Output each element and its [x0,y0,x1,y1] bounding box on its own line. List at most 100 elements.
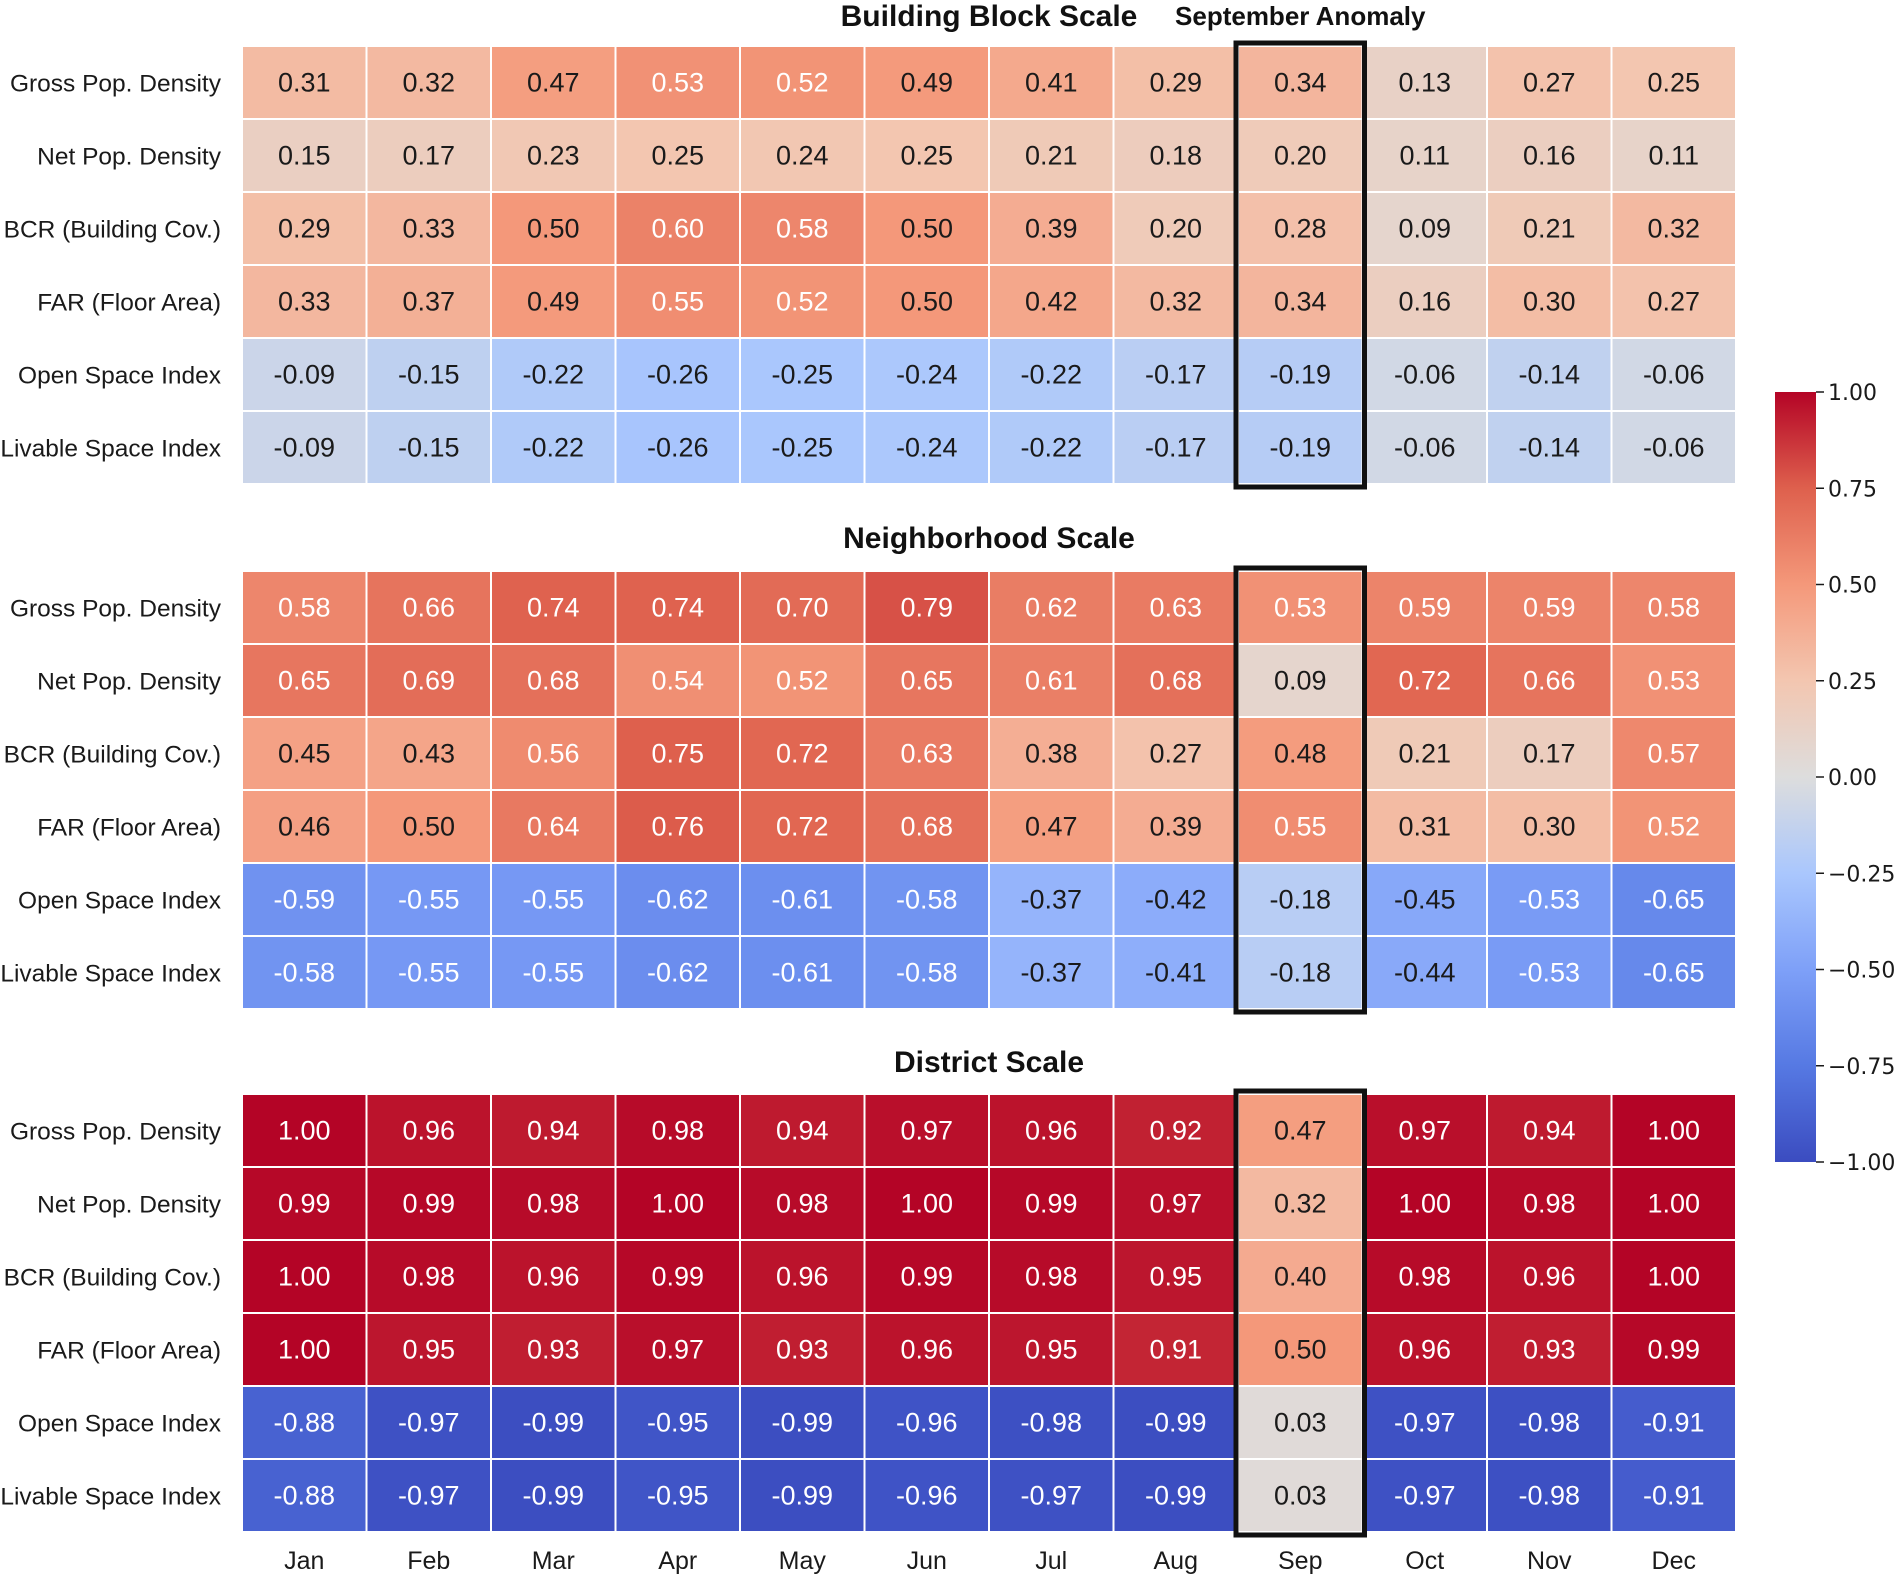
heatmap-cell [1610,716,1737,791]
highlight-annotation: September Anomaly [1175,1,1426,31]
heatmap-cell [614,716,741,791]
panel-title: District Scale [894,1046,1084,1079]
cell-value: -0.58 [896,885,958,915]
cell-value: 1.00 [651,1189,704,1219]
cell-value: 0.52 [1647,812,1700,842]
heatmap-cell [365,1166,492,1241]
cell-value: 0.96 [1025,1116,1078,1146]
cell-value: -0.98 [1518,1481,1580,1511]
row-label: Gross Pop. Density [10,71,222,98]
heatmap-cell [241,45,368,120]
heatmap-cell [863,337,990,412]
cell-value: -0.98 [1020,1408,1082,1438]
cell-value: -0.99 [771,1481,833,1511]
heatmap-cell [365,643,492,718]
cell-value: 0.53 [1647,666,1700,696]
cell-value: 0.31 [1398,812,1451,842]
colorbar-tick-label: 0.50 [1828,574,1877,599]
cell-value: 0.72 [776,739,829,769]
heatmap-cell [863,789,990,864]
cell-value: 0.30 [1523,812,1576,842]
cell-value: 0.58 [1647,593,1700,623]
heatmap-cell [614,1166,741,1241]
cell-value: 0.93 [1523,1335,1576,1365]
cell-value: -0.95 [647,1408,709,1438]
heatmap-cell [1486,570,1613,645]
cell-value: 0.98 [402,1262,455,1292]
cell-value: 1.00 [278,1335,331,1365]
row-label: Gross Pop. Density [10,1119,222,1146]
heatmap-cell [365,337,492,412]
cell-value: -0.99 [1145,1481,1207,1511]
heatmap-cell [739,1312,866,1387]
heatmap-cell [1610,1458,1737,1533]
heatmap-cell [1112,45,1239,120]
cell-value: 0.62 [1025,593,1078,623]
cell-value: 0.57 [1647,739,1700,769]
heatmap-cell [241,716,368,791]
heatmap-cell [241,935,368,1010]
cell-value: -0.53 [1518,885,1580,915]
cell-value: 0.79 [900,593,953,623]
cell-value: 0.94 [776,1116,829,1146]
cell-value: 0.93 [527,1335,580,1365]
row-label: BCR (Building Cov.) [4,217,221,244]
heatmap-cell [1486,716,1613,791]
heatmap-cell [490,337,617,412]
cell-value: 0.49 [900,68,953,98]
cell-value: -0.18 [1269,958,1331,988]
heatmap-cell [490,191,617,266]
month-tick-label: Dec [1652,1547,1696,1575]
cell-value: 0.74 [651,593,704,623]
cell-value: 0.96 [402,1116,455,1146]
heatmap-cell [1112,337,1239,412]
heatmap-cell [1112,1312,1239,1387]
cell-value: 0.43 [402,739,455,769]
cell-value: 0.65 [900,666,953,696]
cell-value: 1.00 [1398,1189,1451,1219]
cell-value: -0.97 [1394,1481,1456,1511]
cell-value: -0.25 [771,360,833,390]
cell-value: 0.32 [1149,287,1202,317]
cell-value: 1.00 [278,1262,331,1292]
heatmap-cell [863,643,990,718]
cell-value: -0.17 [1145,433,1207,463]
cell-value: 0.25 [900,141,953,171]
cell-value: -0.62 [647,958,709,988]
cell-value: 0.16 [1523,141,1576,171]
cell-value: -0.17 [1145,360,1207,390]
cell-value: -0.95 [647,1481,709,1511]
cell-value: 0.99 [278,1189,331,1219]
heatmap-cell [1486,118,1613,193]
cell-value: 0.95 [1025,1335,1078,1365]
cell-value: 0.50 [527,214,580,244]
row-label: Net Pop. Density [37,1192,222,1219]
heatmap-cell [1112,118,1239,193]
heatmap-cell [1486,935,1613,1010]
cell-value: 0.58 [776,214,829,244]
month-tick-label: Sep [1278,1547,1322,1575]
heatmap-cell [1361,1458,1488,1533]
heatmap-cell [1237,1166,1364,1241]
cell-value: 0.54 [651,666,704,696]
cell-value: 0.34 [1274,287,1327,317]
cell-value: 0.16 [1398,287,1451,317]
heatmap-cell [241,1458,368,1533]
cell-value: 0.11 [1399,141,1450,171]
cell-value: -0.96 [896,1408,958,1438]
heatmap-cell [988,410,1115,485]
cell-value: 0.15 [278,141,331,171]
cell-value: 0.52 [776,68,829,98]
cell-value: 0.99 [402,1189,455,1219]
cell-value: 0.95 [402,1335,455,1365]
heatmap-cell [1237,264,1364,339]
heatmap-cell [1486,264,1613,339]
cell-value: 0.29 [1149,68,1202,98]
heatmap-cell [1361,1239,1488,1314]
heatmap-cell [1237,1239,1364,1314]
heatmap-cell [1486,1312,1613,1387]
heatmap-cell [1486,1239,1613,1314]
row-label: Livable Space Index [0,961,221,988]
heatmap-cell [1237,862,1364,937]
